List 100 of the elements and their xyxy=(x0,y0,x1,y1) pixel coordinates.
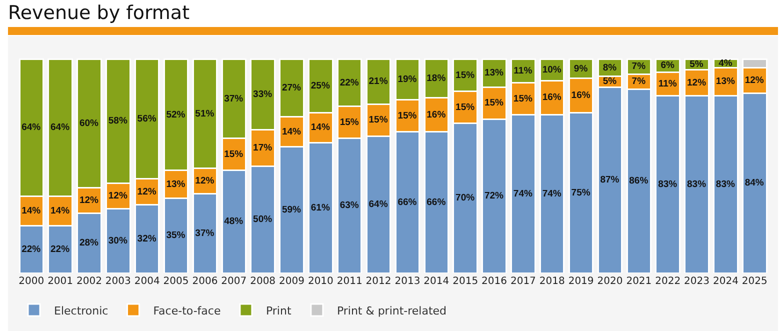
x-tick-label: 2022 xyxy=(655,276,681,287)
data-label: 87% xyxy=(600,174,620,186)
x-tick-label: 2025 xyxy=(742,276,768,287)
data-label: 7% xyxy=(632,61,646,72)
data-label: 21% xyxy=(368,76,388,88)
data-label: 86% xyxy=(629,176,649,187)
data-label: 12% xyxy=(79,194,100,206)
x-tick-label: 2001 xyxy=(48,276,74,287)
data-label: 61% xyxy=(310,202,330,214)
data-label: 64% xyxy=(22,122,42,134)
data-label: 15% xyxy=(224,148,244,160)
x-tick-label: 2015 xyxy=(452,276,478,287)
data-label: 75% xyxy=(571,187,591,198)
data-label: 12% xyxy=(686,77,707,88)
data-label: 22% xyxy=(22,244,42,255)
data-label: 13% xyxy=(166,178,186,190)
data-label: 72% xyxy=(484,190,504,202)
data-label: 30% xyxy=(108,235,128,246)
data-label: 58% xyxy=(108,116,128,127)
data-label: 63% xyxy=(340,200,360,212)
data-label: 48% xyxy=(224,216,244,228)
legend-label: Print xyxy=(266,304,292,318)
data-label: 52% xyxy=(166,109,186,120)
legend-label: Electronic xyxy=(54,304,108,318)
data-label: 12% xyxy=(195,176,215,187)
x-tick-label: 2007 xyxy=(221,276,247,287)
x-tick-label: 2016 xyxy=(482,276,507,287)
data-label: 15% xyxy=(340,116,360,128)
data-label: 4% xyxy=(718,58,733,70)
x-tick-label: 2009 xyxy=(279,276,304,287)
data-label: 35% xyxy=(166,230,186,242)
legend-label: Print & print-related xyxy=(336,304,447,318)
data-label: 6% xyxy=(660,60,675,72)
data-label: 14% xyxy=(22,206,42,217)
data-label: 32% xyxy=(137,233,157,244)
data-label: 15% xyxy=(513,93,533,104)
x-tick-label: 2002 xyxy=(76,276,102,287)
data-label: 14% xyxy=(50,206,70,217)
data-label: 66% xyxy=(398,196,418,208)
x-tick-label: 2010 xyxy=(308,276,334,287)
x-tick-label: 2014 xyxy=(424,276,450,287)
data-label: 27% xyxy=(282,82,302,94)
data-label: 50% xyxy=(253,214,273,226)
data-label: 15% xyxy=(368,114,388,126)
data-label: 10% xyxy=(542,64,562,76)
data-label: 17% xyxy=(253,142,273,154)
data-label: 11% xyxy=(658,78,678,90)
data-label: 83% xyxy=(658,178,678,190)
data-label: 70% xyxy=(456,192,476,204)
data-label: 9% xyxy=(574,63,588,74)
data-label: 64% xyxy=(368,199,388,210)
x-tick-label: 2024 xyxy=(712,276,738,287)
data-label: 5% xyxy=(602,76,618,88)
x-tick-label: 2005 xyxy=(163,276,189,287)
data-label: 84% xyxy=(744,178,764,189)
x-tick-label: 2003 xyxy=(105,276,131,287)
data-label: 12% xyxy=(744,75,764,86)
x-tick-label: 2000 xyxy=(18,276,44,287)
chart-title: Revenue by format xyxy=(8,2,190,24)
data-label: 16% xyxy=(426,109,446,120)
data-label: 7% xyxy=(632,76,646,88)
data-label: 18% xyxy=(426,72,446,84)
x-tick-label: 2017 xyxy=(510,276,536,287)
data-label: 51% xyxy=(195,108,215,120)
data-label: 14% xyxy=(310,122,330,134)
data-label: 12% xyxy=(137,186,157,198)
data-label: 66% xyxy=(426,196,446,208)
data-label: 13% xyxy=(716,76,736,88)
x-tick-label: 2023 xyxy=(684,276,710,287)
data-label: 15% xyxy=(456,102,476,113)
data-label: 83% xyxy=(686,178,707,190)
x-tick-label: 2012 xyxy=(366,276,392,287)
x-tick-label: 2006 xyxy=(192,276,218,287)
legend-label: Face-to-face xyxy=(153,304,221,318)
data-label: 22% xyxy=(50,244,70,255)
data-label: 15% xyxy=(398,110,418,122)
data-label: 15% xyxy=(456,70,476,81)
data-label: 12% xyxy=(108,190,128,202)
data-label: 15% xyxy=(484,98,504,109)
x-tick-label: 2019 xyxy=(568,276,594,287)
data-label: 37% xyxy=(224,93,244,104)
data-label: 28% xyxy=(79,238,100,249)
data-label: 60% xyxy=(79,118,100,129)
data-label: 13% xyxy=(484,68,504,79)
data-label: 64% xyxy=(50,122,70,134)
data-label: 33% xyxy=(253,89,273,100)
x-tick-label: 2011 xyxy=(336,276,362,287)
data-label: 56% xyxy=(137,114,157,125)
data-label: 5% xyxy=(690,59,704,70)
data-label: 11% xyxy=(514,66,533,77)
data-label: 16% xyxy=(542,92,562,104)
data-label: 25% xyxy=(310,80,330,92)
data-label: 16% xyxy=(571,90,591,102)
x-tick-label: 2013 xyxy=(394,276,420,287)
data-label: 14% xyxy=(282,126,302,138)
x-tick-label: 2008 xyxy=(250,276,276,287)
data-label: 8% xyxy=(602,62,618,74)
data-label: 22% xyxy=(340,77,360,88)
data-label: 74% xyxy=(513,188,533,200)
data-label: 83% xyxy=(716,178,736,190)
